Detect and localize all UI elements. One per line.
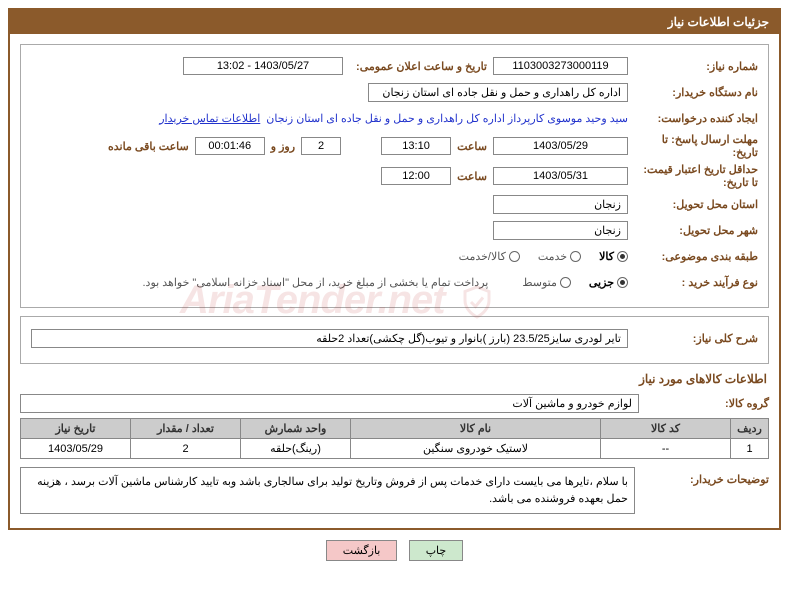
panel-header: جزئیات اطلاعات نیاز (10, 10, 779, 34)
need-no-field: 1103003273000119 (493, 57, 628, 75)
requester-label: ایجاد کننده درخواست: (628, 112, 758, 125)
td-radif: 1 (731, 439, 769, 459)
th-radif: ردیف (731, 419, 769, 439)
deliver-city-label: شهر محل تحویل: (628, 224, 758, 237)
remain-days: 2 (301, 137, 341, 155)
note-label: توضیحات خریدار: (639, 467, 769, 486)
td-qty: 2 (131, 439, 241, 459)
announce-field: 1403/05/27 - 13:02 (183, 57, 343, 75)
th-unit: واحد شمارش (241, 419, 351, 439)
details-box: شماره نیاز: 1103003273000119 تاریخ و ساع… (20, 44, 769, 308)
price-valid-label: حداقل تاریخ اعتبار قیمت: تا تاریخ: (628, 163, 758, 189)
cat-opt-khedmat[interactable]: خدمت (538, 250, 581, 263)
buyer-note: با سلام ،تایرها می بایست دارای خدمات پس … (20, 467, 635, 514)
main-panel: جزئیات اطلاعات نیاز شماره نیاز: 11030032… (8, 8, 781, 530)
th-name: نام کالا (351, 419, 601, 439)
price-valid-time: 12:00 (381, 167, 451, 185)
proc-opt-minor[interactable]: جزیی (589, 276, 628, 289)
contact-link[interactable]: اطلاعات تماس خریدار (159, 112, 260, 125)
deliver-city: زنجان (493, 221, 628, 240)
category-radios: کالا خدمت کالا/خدمت (445, 250, 628, 263)
td-unit: (رینگ)حلقه (241, 439, 351, 459)
radio-icon (560, 277, 571, 288)
time-label-1: ساعت (451, 140, 493, 153)
process-label: نوع فرآیند خرید : (628, 276, 758, 289)
deliver-prov-label: استان محل تحویل: (628, 198, 758, 211)
deadline-resp-time: 13:10 (381, 137, 451, 155)
group-label: گروه کالا: (639, 397, 769, 410)
items-section-title: اطلاعات کالاهای مورد نیاز (22, 372, 767, 386)
td-name: لاستیک خودروی سنگین (351, 439, 601, 459)
content: شماره نیاز: 1103003273000119 تاریخ و ساع… (10, 34, 779, 528)
requester-value: سید وحید موسوی کارپرداز اداره کل راهداری… (266, 112, 628, 125)
radio-icon (570, 251, 581, 262)
deadline-resp-date: 1403/05/29 (493, 137, 628, 155)
deliver-prov: زنجان (493, 195, 628, 214)
panel-title: جزئیات اطلاعات نیاز (668, 15, 769, 29)
cat-opt-kala[interactable]: کالا (599, 250, 628, 263)
desc-label: شرح کلی نیاز: (628, 332, 758, 345)
buyer-field: اداره کل راهداری و حمل و نقل جاده ای است… (368, 83, 628, 102)
time-label-2: ساعت (451, 170, 493, 183)
cat-opt-both[interactable]: کالا/خدمت (459, 250, 520, 263)
remain-time: 00:01:46 (195, 137, 265, 155)
need-no-label: شماره نیاز: (628, 60, 758, 73)
days-and-label: روز و (265, 140, 301, 153)
buyer-label: نام دستگاه خریدار: (628, 86, 758, 99)
category-label: طبقه بندی موضوعی: (628, 250, 758, 263)
td-date: 1403/05/29 (21, 439, 131, 459)
th-code: کد کالا (601, 419, 731, 439)
button-row: چاپ بازگشت (0, 540, 789, 561)
print-button[interactable]: چاپ (409, 540, 464, 561)
process-radios: جزیی متوسط (508, 276, 628, 289)
table-row: 1 -- لاستیک خودروی سنگین (رینگ)حلقه 2 14… (21, 439, 769, 459)
th-date: تاریخ نیاز (21, 419, 131, 439)
desc-field: تایر لودری سایز23.5/25 (بارز )بانوار و ت… (31, 329, 628, 348)
process-note: پرداخت تمام یا بخشی از مبلغ خرید، از محل… (143, 276, 489, 289)
deadline-resp-label: مهلت ارسال پاسخ: تا تاریخ: (628, 133, 758, 159)
desc-box: شرح کلی نیاز: تایر لودری سایز23.5/25 (با… (20, 316, 769, 364)
proc-opt-medium[interactable]: متوسط (522, 276, 571, 289)
announce-label: تاریخ و ساعت اعلان عمومی: (343, 60, 493, 73)
price-valid-date: 1403/05/31 (493, 167, 628, 185)
radio-icon (617, 277, 628, 288)
back-button[interactable]: بازگشت (326, 540, 398, 561)
th-qty: تعداد / مقدار (131, 419, 241, 439)
group-field: لوازم خودرو و ماشین آلات (20, 394, 639, 413)
radio-icon (617, 251, 628, 262)
table-header-row: ردیف کد کالا نام کالا واحد شمارش تعداد /… (21, 419, 769, 439)
radio-icon (509, 251, 520, 262)
items-table: ردیف کد کالا نام کالا واحد شمارش تعداد /… (20, 418, 769, 459)
td-code: -- (601, 439, 731, 459)
remain-suffix: ساعت باقی مانده (102, 140, 195, 153)
